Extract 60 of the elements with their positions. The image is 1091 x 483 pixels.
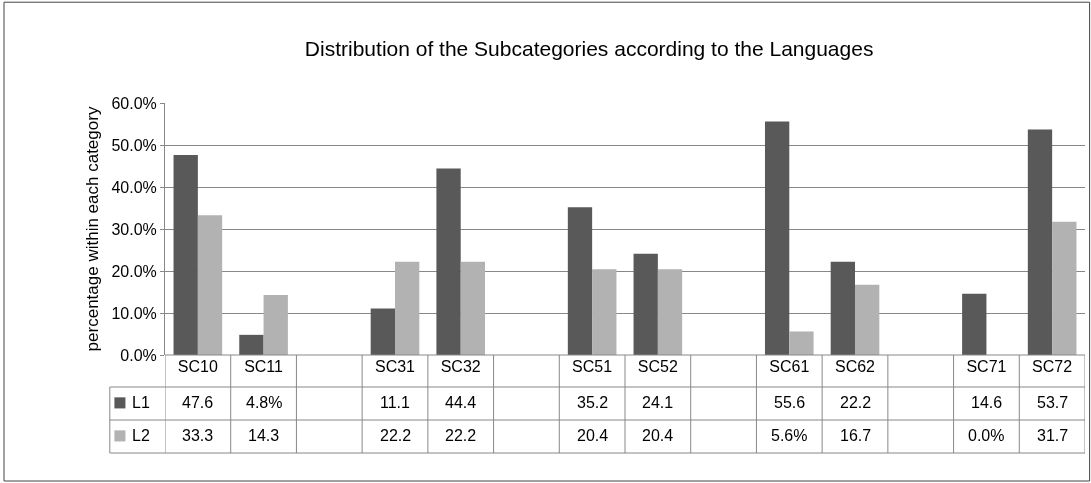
x-tick-label: SC62 [834,358,876,375]
data-label: 16.7 [840,427,872,444]
y-tick-label: 50.0% [111,136,157,154]
bar [764,121,790,355]
bar [436,168,461,355]
y-tick-label: 40.0% [111,178,157,196]
x-tick-label: SC72 [1032,358,1073,375]
legend-label: L2 [132,427,150,444]
bar [370,308,395,355]
data-label: 5.6% [771,427,808,444]
x-tick-label: SC32 [440,358,481,375]
y-tick-label: 60.0% [111,94,157,112]
x-tick-label: SC10 [177,358,218,375]
bar [1052,221,1077,355]
bar [633,253,658,355]
bar [789,331,814,355]
bar [830,261,855,355]
x-tick-label: SC51 [572,358,613,375]
x-tick-label: SC11 [244,358,284,375]
y-tick-label: 30.0% [111,220,157,238]
y-axis-title: percentage within each category [82,106,102,352]
x-tick-label: SC61 [769,358,810,375]
data-label: 53.7 [1037,394,1069,411]
data-label: 47.6 [182,394,214,411]
legend-label: L1 [132,394,150,411]
data-label: 24.1 [642,394,674,411]
data-label: 0.0% [968,427,1005,444]
data-label: 22.2 [380,427,412,444]
bar [395,261,420,355]
bar [962,293,987,355]
bar [197,215,223,355]
data-label: 20.4 [577,427,609,444]
bar [657,269,683,355]
data-label: 22.2 [840,394,872,411]
bar [567,207,593,355]
data-label: 44.4 [445,394,477,411]
data-label: 14.3 [248,427,280,444]
x-tick-label: SC71 [966,358,1007,375]
bar [592,269,617,355]
data-label: 4.8% [246,394,283,411]
bar [1027,129,1053,355]
x-tick-label: SC31 [374,358,416,375]
y-tick-label: 0.0% [120,346,157,364]
data-label: 55.6 [774,394,806,411]
x-tick-label: SC52 [637,358,678,375]
bar [263,294,288,355]
data-label: 22.2 [445,427,477,444]
y-tick-label: 10.0% [111,304,157,322]
bar [855,284,880,355]
bar [173,155,198,355]
data-label: 35.2 [577,394,609,411]
data-label: 14.6 [971,394,1003,411]
bar [460,261,486,355]
data-label: 31.7 [1037,427,1069,444]
chart-title: Distribution of the Subcategories according to the Languages [304,36,874,60]
data-label: 11.1 [380,394,411,411]
data-label: 33.3 [182,427,214,444]
data-label: 20.4 [642,427,674,444]
y-tick-label: 20.0% [111,262,157,280]
bar [239,334,264,355]
